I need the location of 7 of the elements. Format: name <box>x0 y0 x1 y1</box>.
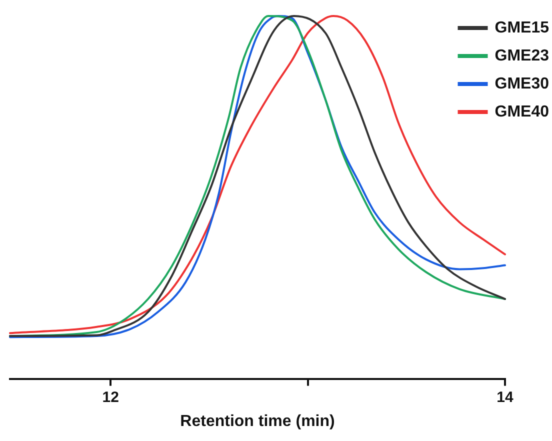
legend-label: GME23 <box>494 47 550 64</box>
legend-label: GME30 <box>494 75 550 92</box>
legend-label: GME40 <box>494 103 550 120</box>
x-axis-title: Retention time (min) <box>180 412 335 430</box>
x-tick-label: 14 <box>496 388 514 406</box>
legend-label: GME15 <box>494 19 550 36</box>
x-tick-label: 12 <box>102 388 119 406</box>
